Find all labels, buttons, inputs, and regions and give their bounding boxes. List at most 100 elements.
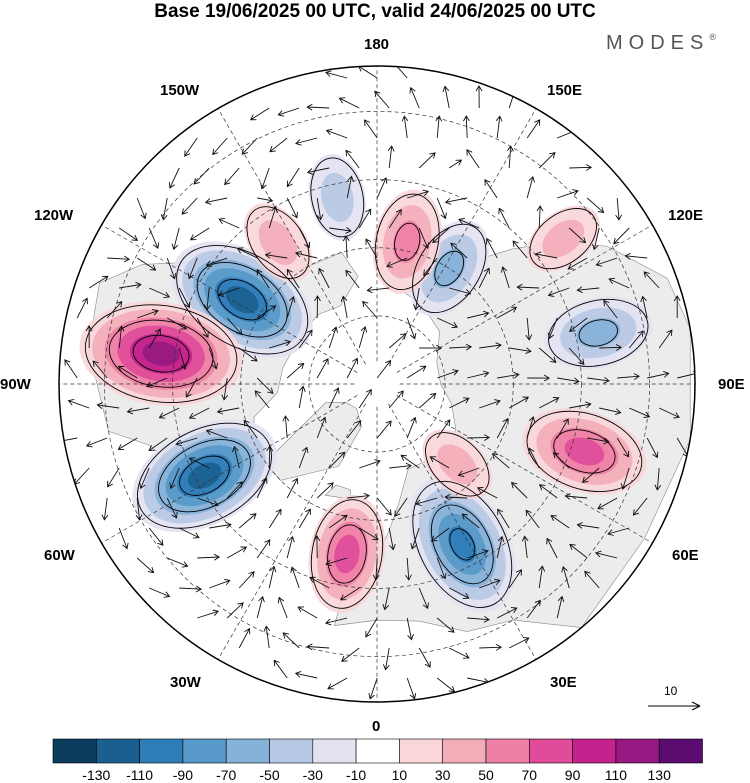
wind-arrow <box>346 175 354 199</box>
colorbar-tick-label: 110 <box>604 767 628 783</box>
wind-arrow <box>429 456 450 469</box>
wind-arrow <box>96 402 120 409</box>
wind-arrow <box>286 268 300 289</box>
wind-arrow <box>238 513 257 529</box>
wind-arrow <box>528 447 540 469</box>
wind-arrow <box>325 70 348 79</box>
wind-arrow <box>607 527 630 536</box>
contour-10-0 <box>246 206 310 279</box>
wind-arrow <box>282 415 290 439</box>
wind-arrow <box>564 493 588 500</box>
wind-arrow <box>526 599 541 619</box>
brand-name: MODES <box>606 32 710 54</box>
wind-arrow <box>405 557 412 581</box>
lon-label-30w: 30W <box>170 674 201 691</box>
contour-11-0 <box>529 208 597 270</box>
wind-arrow <box>624 252 648 260</box>
wind-arrow <box>226 602 244 619</box>
wind-arrow <box>498 207 510 229</box>
wind-arrow <box>328 514 348 529</box>
wind-arrow <box>365 617 378 638</box>
wind-arrow <box>508 637 530 649</box>
wind-arrow <box>362 300 378 319</box>
wind-arrow <box>107 255 131 263</box>
wind-arrow <box>137 309 159 319</box>
wind-arrow <box>366 286 390 294</box>
wind-arrow <box>106 300 123 319</box>
wind-arrow <box>325 128 348 139</box>
wind-arrow <box>436 677 456 693</box>
colorbar-cell <box>399 738 443 764</box>
wind-arrow <box>117 437 138 450</box>
wind-arrow <box>256 595 265 619</box>
wind-arrow <box>118 527 129 550</box>
wind-arrow <box>407 189 430 199</box>
wind-arrow <box>197 497 219 507</box>
wind-arrow <box>294 670 318 679</box>
wind-arrow <box>466 149 480 169</box>
wind-arrow <box>298 508 311 529</box>
wind-arrow <box>236 247 258 259</box>
wind-arrow <box>188 457 210 469</box>
contour-1-4 <box>132 334 190 373</box>
wind-arrow <box>436 617 455 633</box>
wind-arrow <box>372 557 380 581</box>
wind-arrow <box>226 546 248 559</box>
wind-arrow <box>325 557 348 567</box>
wind-arrow <box>148 227 160 250</box>
contour-2-4 <box>179 455 230 496</box>
wind-arrow <box>569 401 592 409</box>
wind-arrow <box>526 175 535 199</box>
wind-arrow <box>478 267 490 289</box>
colorbar-cell <box>528 738 573 764</box>
wind-arrow <box>197 553 221 561</box>
wind-arrow <box>260 167 270 190</box>
wind-arrow <box>525 317 533 341</box>
wind-arrow <box>324 617 348 626</box>
wind-arrow <box>196 317 209 338</box>
wind-arrow <box>418 227 430 250</box>
wind-arrow <box>282 632 300 649</box>
wind-arrow <box>394 497 408 517</box>
wind-arrow <box>169 467 180 490</box>
wind-arrow <box>232 445 240 469</box>
colorbar-tick-label: -110 <box>126 767 154 783</box>
wind-arrow <box>419 344 443 352</box>
wind-arrow <box>467 434 491 441</box>
wind-arrow <box>266 445 274 469</box>
wind-arrow <box>497 508 510 529</box>
wind-arrow <box>389 462 412 470</box>
colorbar-tick-label: 30 <box>434 767 451 783</box>
wind-arrow <box>205 257 228 267</box>
wind-arrow <box>592 227 600 251</box>
wind-arrow <box>388 390 404 409</box>
wind-arrow <box>314 295 321 319</box>
wind-arrow <box>345 269 360 289</box>
wind-arrow <box>178 347 188 371</box>
wind-arrow <box>179 585 203 593</box>
wind-arrow <box>286 477 299 499</box>
wind-arrow <box>628 330 644 349</box>
wind-arrow <box>135 497 143 521</box>
colorbar-cell <box>485 738 530 764</box>
wind-arrow <box>107 467 120 488</box>
wind-arrow <box>538 347 557 363</box>
wind-arrow <box>496 535 505 559</box>
wind-arrow <box>238 347 258 362</box>
meridian <box>101 395 358 544</box>
wind-arrow <box>346 420 362 439</box>
wind-arrow <box>345 149 360 169</box>
wind-arrow <box>148 437 168 451</box>
wind-arrow <box>510 481 528 499</box>
wind-arrow <box>88 275 109 289</box>
anomaly-2-level-5 <box>187 462 222 489</box>
wind-arrow <box>388 527 396 551</box>
lon-label-60e: 60E <box>672 547 699 564</box>
wind-arrow <box>286 197 298 219</box>
wind-arrow <box>597 497 618 510</box>
wind-arrow <box>418 392 437 409</box>
lon-label-150e: 150E <box>547 82 583 99</box>
wind-arrow <box>264 252 288 259</box>
wind-arrow <box>659 407 680 419</box>
wind-arrow <box>298 385 306 409</box>
